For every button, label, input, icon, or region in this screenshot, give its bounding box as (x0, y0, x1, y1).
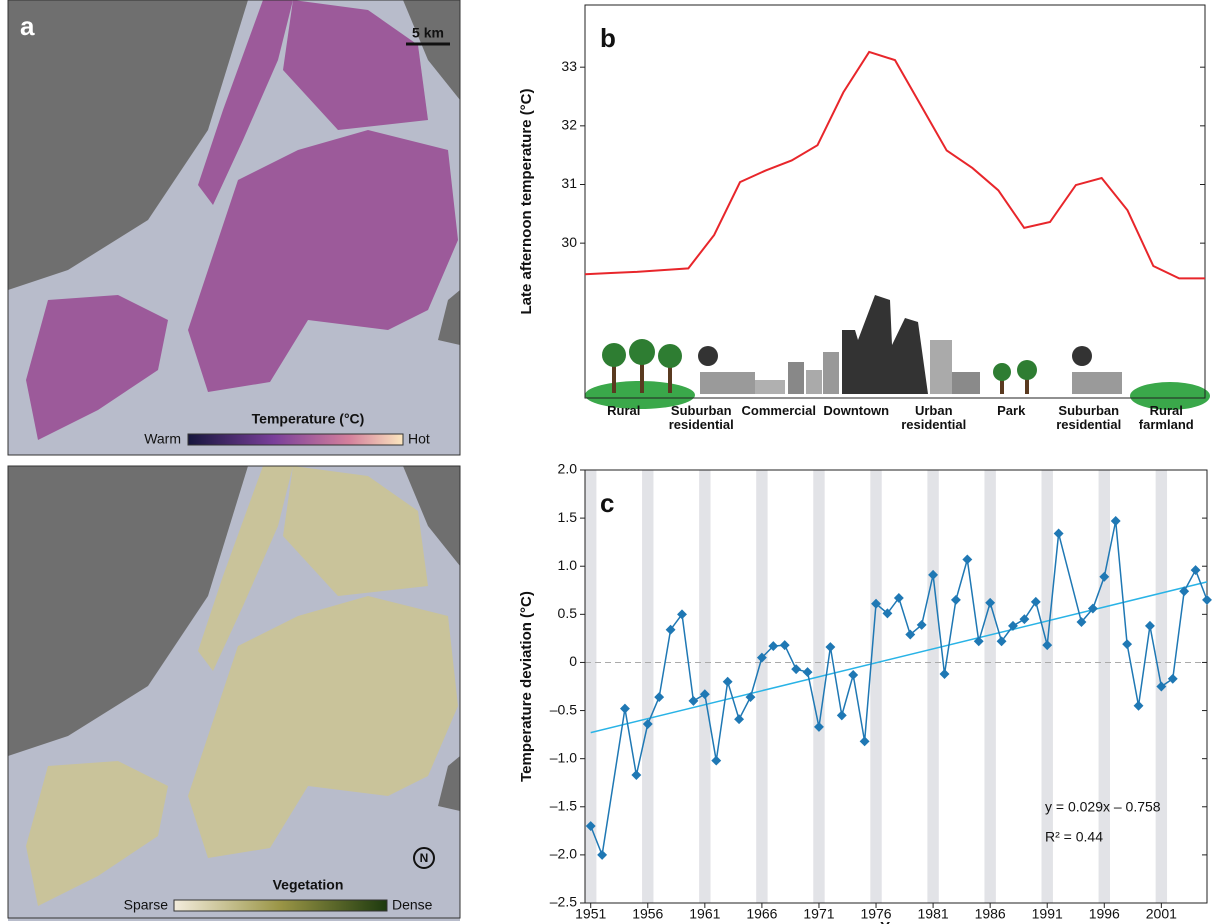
colorbar (174, 900, 387, 911)
r-squared: R² = 0.44 (1045, 829, 1103, 845)
zone-label: Downtown (823, 403, 889, 418)
data-point (962, 555, 972, 565)
plot-frame (585, 470, 1207, 903)
x-tick-label: 1961 (689, 906, 720, 922)
figure: a 5 km Temperature (°C) Warm Hot N Veget… (0, 0, 1215, 924)
year-band (927, 470, 938, 903)
data-point (825, 642, 835, 652)
data-point (780, 640, 790, 650)
x-tick-label: 2001 (1146, 906, 1177, 922)
y-axis-label: Late afternoon temperature (°C) (518, 88, 535, 314)
equation: y = 0.029x – 0.758 (1045, 799, 1161, 815)
data-point (1111, 516, 1121, 526)
zone-label: Urbanresidential (901, 403, 966, 432)
legend-low: Sparse (124, 897, 169, 913)
year-band (699, 470, 710, 903)
north-label: N (420, 851, 429, 865)
legend-title: Vegetation (273, 877, 344, 893)
y-tick-label: –0.5 (550, 701, 577, 717)
data-point (1054, 529, 1064, 539)
x-tick-label: 1951 (575, 906, 606, 922)
panel-letter: c (600, 488, 614, 518)
x-tick-label: 1991 (1032, 906, 1063, 922)
legend-high: Dense (392, 897, 433, 913)
data-point (1145, 621, 1155, 631)
data-point (688, 696, 698, 706)
zone-label: Commercial (742, 403, 816, 418)
data-point (837, 710, 847, 720)
data-point (803, 667, 813, 677)
y-tick-label: –1.5 (550, 797, 577, 813)
data-point (723, 677, 733, 687)
y-axis-label: Temperature deviation (°C) (518, 591, 535, 782)
x-tick-label: 1971 (803, 906, 834, 922)
year-band (642, 470, 653, 903)
year-band (984, 470, 995, 903)
y-tick-label: 32 (561, 117, 577, 133)
data-point (860, 736, 870, 746)
zone-label: Park (997, 403, 1026, 418)
data-point (631, 770, 641, 780)
legend-title: Temperature (°C) (252, 411, 365, 427)
panel-letter: a (20, 11, 35, 41)
data-point (1191, 565, 1201, 575)
legend-high: Hot (408, 431, 430, 447)
year-band (756, 470, 767, 903)
y-tick-label: –2.5 (550, 894, 577, 910)
y-tick-label: 33 (561, 58, 577, 74)
skyline (585, 295, 1210, 410)
data-point (1168, 674, 1178, 684)
data-point (711, 756, 721, 766)
data-point (940, 669, 950, 679)
vegetation-map: N Vegetation Sparse Dense (8, 466, 460, 921)
year-band (870, 470, 881, 903)
y-tick-label: 1.5 (558, 509, 578, 525)
colorbar (188, 434, 403, 445)
year-band (813, 470, 824, 903)
data-line (585, 52, 1205, 278)
data-point (620, 704, 630, 714)
x-axis-label: Year (880, 919, 912, 924)
data-point (1122, 639, 1132, 649)
data-point (951, 595, 961, 605)
data-point (734, 714, 744, 724)
data-point (791, 664, 801, 674)
y-tick-label: 2.0 (558, 461, 578, 477)
scale-label: 5 km (412, 25, 444, 41)
x-tick-label: 1966 (746, 906, 777, 922)
temperature-map: a 5 km Temperature (°C) Warm Hot (8, 0, 460, 455)
data-point (848, 670, 858, 680)
y-tick-label: 30 (561, 234, 577, 250)
panel-letter: b (600, 23, 616, 53)
y-tick-label: 0.5 (558, 605, 578, 621)
x-tick-label: 1981 (918, 906, 949, 922)
zone-label: Rural (607, 403, 640, 418)
y-tick-label: –1.0 (550, 749, 577, 765)
data-point (1019, 614, 1029, 624)
data-point (1202, 595, 1212, 605)
y-tick-label: –2.0 (550, 846, 577, 862)
y-tick-label: 0 (569, 653, 577, 669)
data-point (654, 692, 664, 702)
data-point (1134, 701, 1144, 711)
x-tick-label: 1996 (1089, 906, 1120, 922)
x-tick-label: 1956 (632, 906, 663, 922)
trend-line (591, 582, 1207, 733)
x-tick-label: 1986 (975, 906, 1006, 922)
data-point (1031, 597, 1041, 607)
y-tick-label: 1.0 (558, 557, 578, 573)
zone-label: Suburbanresidential (1056, 403, 1121, 432)
data-point (597, 850, 607, 860)
legend-low: Warm (144, 431, 181, 447)
y-tick-label: 31 (561, 175, 577, 191)
